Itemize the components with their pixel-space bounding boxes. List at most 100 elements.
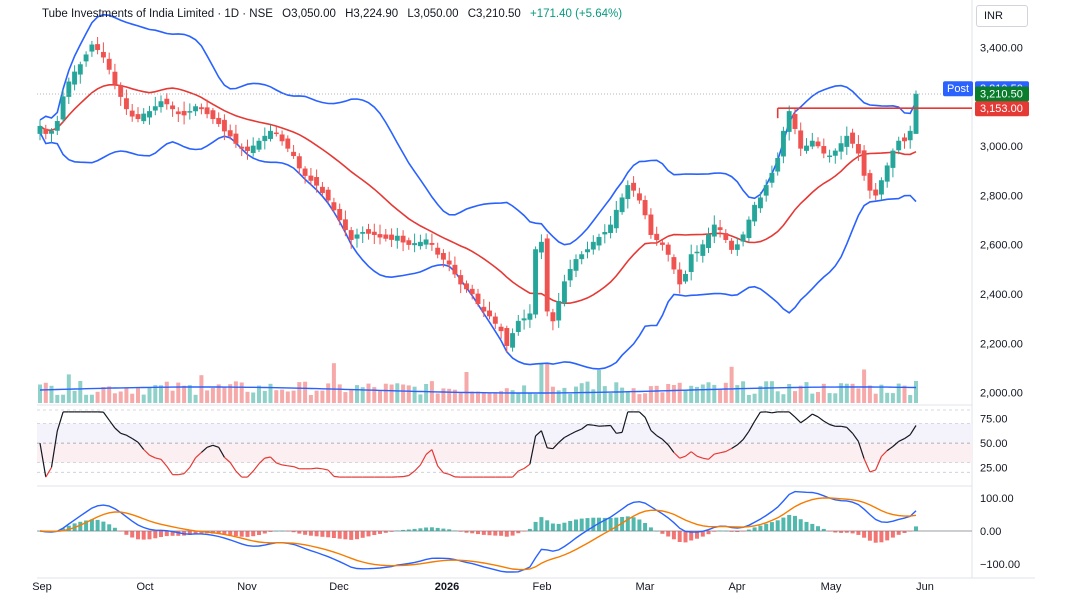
volume-bar xyxy=(194,395,198,403)
macd-histogram-bar xyxy=(678,531,682,542)
volume-bar xyxy=(787,384,791,403)
price-tick-label: 2,800.00 xyxy=(980,190,1023,202)
macd-histogram-bar xyxy=(251,531,255,536)
candle-body xyxy=(61,97,65,120)
volume-bar xyxy=(609,393,613,403)
candle-body xyxy=(908,131,912,140)
candle-body xyxy=(487,311,491,316)
rsi-line-segment xyxy=(288,466,294,467)
time-tick-label: Sep xyxy=(32,581,52,593)
volume-bar xyxy=(84,395,88,403)
candle-body xyxy=(412,243,416,245)
volume-bar xyxy=(119,392,123,404)
volume-bar xyxy=(269,384,273,403)
candle-body xyxy=(136,114,140,118)
candle-body xyxy=(856,144,860,153)
volume-bar xyxy=(597,370,601,403)
volume-bar xyxy=(908,395,912,403)
candle-body xyxy=(355,235,359,239)
rsi-tick-label: 50.00 xyxy=(980,438,1008,450)
macd-histogram-bar xyxy=(891,531,895,538)
rsi-band-fill xyxy=(37,424,972,444)
macd-histogram-bar xyxy=(874,531,878,543)
macd-tick-label: 0.00 xyxy=(980,526,1001,538)
price-tick-label: 3,000.00 xyxy=(980,141,1023,153)
macd-histogram-bar xyxy=(511,531,515,536)
macd-histogram-bar xyxy=(470,531,474,533)
candle-body xyxy=(176,112,180,114)
macd-histogram-bar xyxy=(315,531,319,536)
candle-body xyxy=(810,141,814,146)
candle-body xyxy=(199,108,203,109)
macd-histogram-bar xyxy=(828,531,832,532)
candle-body xyxy=(222,120,226,131)
macd-histogram-bar xyxy=(747,530,751,531)
candle-body xyxy=(747,220,751,238)
volume-bar xyxy=(148,387,152,403)
volume-bar xyxy=(407,385,411,403)
macd-histogram-bar xyxy=(413,529,417,531)
macd-histogram-bar xyxy=(297,531,301,534)
volume-bar xyxy=(355,385,359,403)
candle-body xyxy=(424,240,428,245)
macd-histogram-bar xyxy=(395,531,399,532)
volume-bar xyxy=(545,363,549,403)
candle-body xyxy=(545,239,549,312)
macd-histogram-bar xyxy=(724,531,728,532)
candle-body xyxy=(631,183,635,190)
macd-histogram-bar xyxy=(424,528,428,532)
volume-bar xyxy=(574,387,578,403)
candle-body xyxy=(49,131,53,133)
macd-histogram-bar xyxy=(845,531,849,533)
macd-histogram-bar xyxy=(390,531,394,532)
candle-body xyxy=(182,111,186,115)
candle-body xyxy=(603,232,607,234)
macd-tick-label: −100.00 xyxy=(980,559,1020,571)
candle-body xyxy=(799,131,803,149)
macd-histogram-bar xyxy=(545,520,549,531)
candle-body xyxy=(55,121,59,130)
volume-bar xyxy=(712,385,716,403)
volume-bar xyxy=(828,393,832,403)
candle-body xyxy=(770,173,774,182)
volume-bar xyxy=(367,384,371,403)
candle-body xyxy=(597,237,601,245)
macd-histogram-bar xyxy=(868,531,872,541)
candle-body xyxy=(833,151,837,156)
macd-histogram-bar xyxy=(637,520,641,532)
candle-body xyxy=(286,139,290,149)
macd-histogram-bar xyxy=(130,531,134,538)
macd-histogram-bar xyxy=(148,531,152,539)
macd-histogram-bar xyxy=(142,531,146,540)
volume-bar xyxy=(418,394,422,403)
macd-histogram-bar xyxy=(574,520,578,532)
volume-bar xyxy=(343,392,347,403)
candle-body xyxy=(95,44,99,49)
rsi-line-segment xyxy=(334,476,340,477)
candle-body xyxy=(499,327,503,331)
volume-bar xyxy=(413,387,417,403)
macd-histogram-bar xyxy=(332,531,336,538)
macd-histogram-bar xyxy=(338,531,342,539)
candle-body xyxy=(505,328,509,345)
volume-bar xyxy=(764,381,768,403)
volume-bar xyxy=(660,392,664,403)
candle-body xyxy=(637,194,641,201)
candle-body xyxy=(361,232,365,233)
candle-body xyxy=(38,126,42,133)
volume-bar xyxy=(130,394,134,403)
macd-histogram-bar xyxy=(136,531,140,539)
candle-body xyxy=(758,198,762,208)
macd-histogram-bar xyxy=(793,516,797,531)
macd-histogram-bar xyxy=(372,531,376,535)
candle-body xyxy=(885,166,889,182)
volume-bar xyxy=(689,386,693,403)
macd-histogram-bar xyxy=(499,531,503,536)
candle-body xyxy=(724,233,728,239)
currency-selector[interactable]: INR xyxy=(976,5,1028,27)
volume-bar xyxy=(211,388,215,403)
volume-bar xyxy=(810,394,814,403)
volume-bar xyxy=(234,381,238,403)
